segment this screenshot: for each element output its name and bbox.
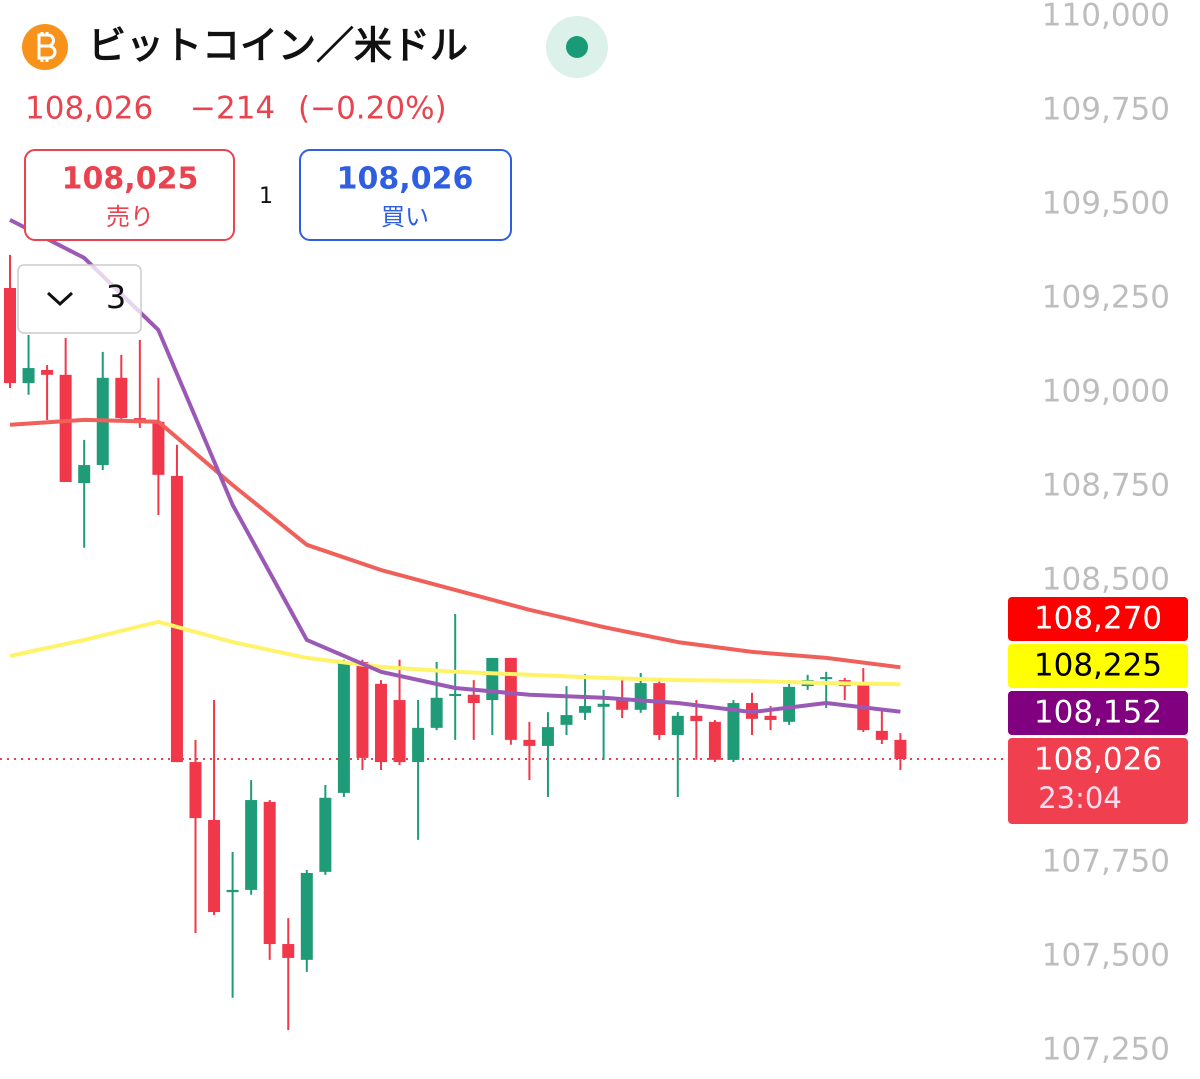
ma-tag	[1008, 644, 1188, 688]
chevron	[46, 291, 74, 307]
sell-price: 108,025	[62, 162, 199, 197]
candle-body	[727, 703, 740, 760]
countdown: 23:04	[1038, 781, 1122, 815]
candle-body	[783, 686, 796, 722]
y-tick-label: 109,750	[1042, 91, 1170, 127]
quote-price: 108,026	[25, 91, 153, 127]
price-tag-label: 108,026	[1034, 742, 1162, 778]
candle-body	[393, 700, 406, 763]
candle-body	[430, 697, 443, 728]
candle-body	[78, 465, 91, 484]
dropdown-value: 3	[106, 278, 126, 316]
y-tick-label: 109,250	[1042, 279, 1170, 315]
candle-body	[208, 819, 221, 913]
ma-tag-label: 108,225	[1034, 648, 1162, 684]
candle-body	[300, 872, 313, 960]
candle-body	[690, 715, 703, 722]
candle-body	[282, 944, 295, 958]
candle-body	[820, 677, 833, 680]
candle-body	[412, 727, 425, 763]
candle-body	[708, 721, 721, 760]
y-tick-label: 107,750	[1042, 843, 1170, 879]
candle-body	[356, 662, 369, 758]
candle-body	[541, 727, 554, 746]
title: ビットコイン／米ドル	[88, 24, 468, 68]
ma-tag-label: 108,152	[1034, 695, 1162, 731]
header: ビットコイン／米ドル 108,026 −214 (−0.20%) 108,025…	[17, 16, 608, 334]
buy-label: 買い	[381, 203, 429, 231]
candle-body	[375, 683, 387, 763]
candle-body	[319, 797, 332, 872]
candle-body	[653, 683, 666, 735]
spread: 1	[259, 184, 273, 209]
y-tick-label: 108,500	[1042, 561, 1170, 597]
buy-price: 108,026	[337, 162, 474, 197]
moving-average	[9, 417, 901, 670]
y-tick-label: 107,250	[1042, 1031, 1170, 1067]
dropdown[interactable]	[17, 264, 142, 334]
buy-button[interactable]	[299, 149, 512, 241]
candle-body	[764, 715, 777, 720]
quote-change: −214	[190, 91, 275, 127]
quote-percent: (−0.20%)	[298, 91, 447, 127]
sell-label: 売り	[106, 203, 154, 231]
candle-body	[41, 369, 54, 375]
y-tick-label: 108,750	[1042, 467, 1170, 503]
candle-body	[189, 762, 202, 819]
candle-body	[894, 739, 907, 760]
sell-button[interactable]	[24, 149, 235, 241]
candle-body	[226, 889, 239, 893]
candle-body	[467, 694, 480, 704]
candle-body	[616, 700, 629, 710]
status-dot	[566, 36, 588, 58]
price-tag	[1008, 738, 1188, 824]
y-tick-label: 107,500	[1042, 937, 1170, 973]
ma-tag	[1008, 597, 1188, 641]
candle-body	[170, 475, 183, 763]
candle-body	[22, 368, 35, 384]
moving-average	[9, 619, 901, 687]
ma-tag	[1008, 691, 1188, 735]
candle-body	[523, 739, 536, 746]
candle-body	[634, 683, 647, 710]
y-tick-label: 110,000	[1042, 0, 1170, 33]
coin-glyph	[37, 32, 57, 62]
candle-body	[59, 374, 72, 482]
candle-body	[337, 662, 350, 793]
y-tick-label: 109,500	[1042, 185, 1170, 221]
candle-body	[560, 715, 573, 725]
candle-body	[449, 694, 462, 697]
candle-body	[671, 715, 684, 735]
y-tick-label: 109,000	[1042, 373, 1170, 409]
moving-average	[9, 218, 901, 715]
ma-tag-label: 108,270	[1034, 601, 1162, 637]
axis: 110,000 109,750 109,500 109,250 109,000 108,7…	[1008, 0, 1188, 1067]
candle-body	[504, 657, 517, 740]
candle-body	[875, 730, 888, 740]
plot	[0, 218, 1005, 1031]
candle-body	[245, 800, 258, 890]
candle-body	[152, 421, 165, 475]
candle-body	[115, 377, 128, 419]
candle-body	[4, 287, 16, 384]
candle-body	[597, 703, 610, 707]
candle-body	[263, 801, 276, 945]
candle-body	[579, 706, 592, 713]
